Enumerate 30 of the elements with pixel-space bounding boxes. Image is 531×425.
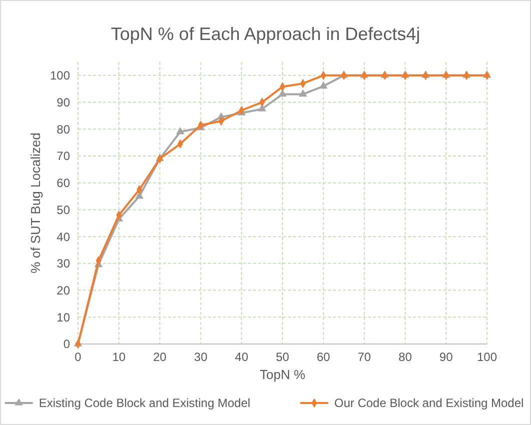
y-tick-label: 80 (56, 122, 70, 136)
point (176, 127, 184, 134)
y-tick-label: 10 (56, 310, 70, 324)
y-tick-label: 30 (56, 256, 70, 271)
x-tick-label: 100 (476, 350, 498, 364)
y-tick-label: 70 (56, 149, 70, 164)
x-tick-label: 30 (194, 350, 208, 364)
y-tick-label: 60 (56, 176, 70, 190)
x-tick-label: 10 (112, 350, 126, 364)
y-tick-label: 90 (56, 95, 70, 110)
legend-label: Existing Code Block and Existing Model (38, 396, 250, 410)
y-axis-title: % of SUT Bug Localized (28, 132, 43, 274)
x-tick-label: 50 (276, 350, 290, 364)
x-tick-label: 20 (153, 350, 167, 364)
y-tick-label: 0 (63, 337, 70, 352)
chart-title: TopN % of Each Approach in Defects4j (110, 24, 420, 44)
y-tick-label: 50 (56, 202, 70, 217)
x-axis-title: TopN % (260, 367, 306, 382)
point (319, 81, 328, 89)
x-tick-label: 60 (316, 350, 330, 364)
y-tick-label: 100 (50, 68, 70, 83)
y-tick-label: 20 (56, 283, 70, 298)
x-tick-label: 0 (74, 350, 82, 364)
y-tick-label: 40 (56, 230, 70, 244)
x-tick-label: 80 (398, 350, 412, 364)
x-tick-label: 40 (234, 350, 249, 364)
legend-label: Our Code Block and Existing Model (334, 396, 524, 410)
x-tick-label: 70 (358, 350, 372, 364)
x-tick-label: 90 (439, 350, 454, 364)
point (298, 89, 308, 97)
